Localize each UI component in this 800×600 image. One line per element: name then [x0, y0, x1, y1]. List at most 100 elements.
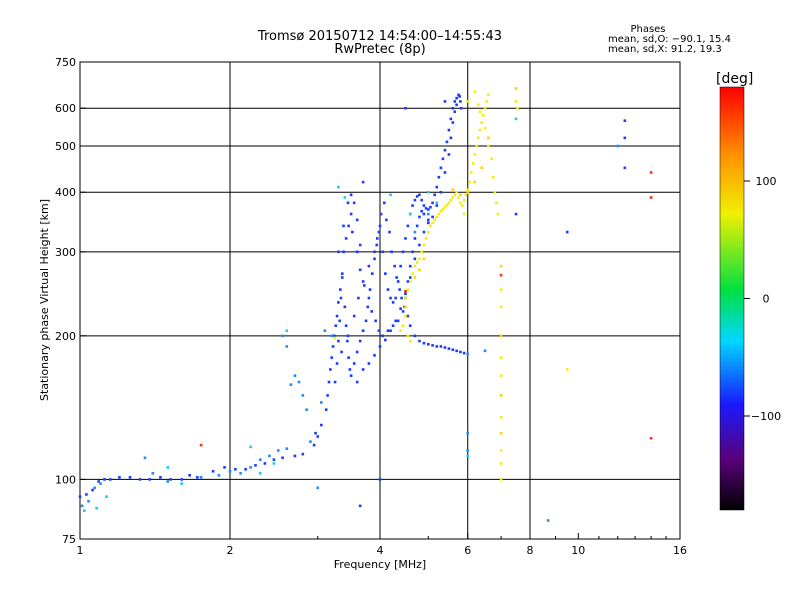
data-point — [199, 476, 203, 479]
data-point — [340, 350, 343, 354]
data-point — [623, 166, 627, 170]
data-point — [424, 237, 428, 240]
data-point — [408, 264, 412, 268]
data-point — [449, 198, 453, 202]
data-point — [385, 218, 388, 222]
data-point — [499, 462, 503, 465]
data-point — [426, 208, 430, 211]
data-point — [499, 374, 503, 377]
data-point — [445, 140, 449, 144]
data-point — [355, 250, 359, 254]
data-point — [285, 329, 289, 332]
data-point — [188, 474, 191, 477]
data-point — [437, 212, 441, 216]
data-point — [437, 175, 441, 179]
data-point — [466, 188, 470, 191]
data-point — [451, 121, 455, 124]
data-point — [495, 201, 498, 205]
data-point — [355, 350, 359, 354]
data-point — [516, 106, 519, 110]
data-point — [166, 480, 170, 483]
data-point — [460, 204, 464, 207]
data-point — [339, 288, 342, 291]
data-point — [439, 345, 443, 348]
data-point — [95, 506, 98, 510]
data-point — [499, 449, 503, 452]
data-point — [97, 480, 100, 483]
data-point — [346, 201, 350, 205]
data-point — [443, 205, 447, 209]
data-point — [211, 469, 215, 473]
y-tick-label: 100 — [55, 473, 76, 486]
data-point — [401, 250, 405, 254]
data-point — [324, 408, 328, 412]
data-point — [441, 208, 445, 211]
data-point — [439, 166, 443, 170]
data-point — [435, 215, 439, 219]
grid-lines — [80, 62, 680, 539]
data-point — [477, 136, 480, 140]
data-point — [366, 305, 370, 309]
data-point — [649, 171, 653, 174]
data-point — [422, 243, 426, 247]
data-point — [331, 345, 335, 348]
data-point — [451, 106, 455, 110]
data-point — [223, 466, 226, 469]
data-point — [377, 329, 381, 332]
data-point — [471, 161, 475, 165]
data-point — [367, 296, 371, 300]
data-point — [445, 203, 449, 207]
data-point — [426, 230, 430, 234]
data-point — [349, 374, 353, 377]
data-point — [408, 280, 412, 283]
data-point — [449, 136, 453, 140]
data-point — [390, 250, 393, 254]
data-point — [470, 171, 473, 174]
data-point — [289, 383, 293, 386]
data-point — [398, 288, 401, 291]
x-tick-label: 2 — [227, 544, 234, 557]
data-point — [87, 499, 90, 503]
data-point — [382, 201, 386, 205]
x-tick-label: 6 — [464, 544, 471, 557]
data-point — [426, 212, 430, 216]
data-point — [349, 193, 353, 197]
x-tick-label: 4 — [377, 544, 384, 557]
data-point — [459, 106, 463, 110]
data-point — [375, 237, 379, 240]
data-point — [333, 380, 337, 384]
data-point — [466, 100, 470, 103]
data-point — [413, 237, 417, 240]
data-point — [483, 106, 487, 110]
data-point — [378, 224, 382, 228]
data-point — [466, 352, 470, 356]
chart-title: Tromsø 20150712 14:54:00–14:55:43 — [257, 29, 502, 44]
data-point — [415, 261, 419, 264]
data-point — [316, 486, 320, 490]
data-point — [285, 345, 289, 348]
data-point — [426, 190, 430, 194]
data-point — [91, 488, 94, 492]
data-point — [281, 334, 284, 338]
data-point — [381, 250, 384, 254]
data-point — [565, 368, 569, 371]
colorbar-tick-label: 0 — [763, 293, 770, 306]
data-point — [249, 466, 252, 469]
data-point — [340, 276, 344, 279]
data-point — [337, 250, 340, 254]
data-point — [352, 362, 356, 365]
x-tick-label: 8 — [527, 544, 534, 557]
chart-subtitle: RwPretec (8p) — [334, 42, 425, 57]
data-point — [649, 436, 653, 440]
data-point — [301, 394, 305, 397]
data-point — [217, 474, 221, 477]
data-point — [435, 345, 439, 348]
data-point — [616, 144, 620, 148]
data-point — [457, 196, 460, 199]
data-point — [447, 347, 451, 350]
data-point — [413, 257, 417, 261]
data-point — [499, 415, 503, 419]
data-point — [429, 224, 432, 228]
data-point — [453, 110, 457, 114]
data-point — [358, 243, 362, 247]
